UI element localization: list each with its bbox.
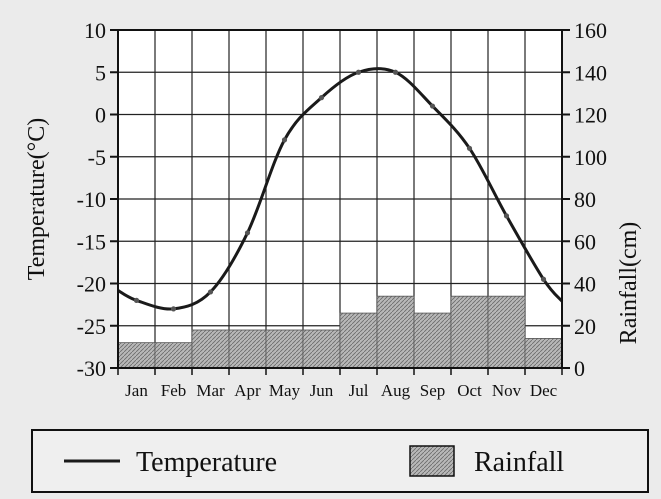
temperature-point-may: [281, 137, 288, 143]
temperature-point-jun: [318, 95, 325, 101]
left-tick-label: -5: [88, 145, 106, 170]
right-tick-label: 0: [574, 356, 585, 381]
left-tick-label: -15: [77, 229, 106, 254]
left-tick-label: -20: [77, 272, 106, 297]
legend-rainfall-label: Rainfall: [474, 447, 564, 478]
legend-box: [31, 429, 649, 493]
rainfall-bar-aug: [376, 295, 415, 369]
left-tick-label: -30: [77, 356, 106, 381]
x-tick-label: Jun: [310, 381, 334, 400]
rainfall-bar-nov: [487, 295, 526, 369]
temperature-point-sep: [429, 103, 436, 109]
right-tick-label: 80: [574, 187, 596, 212]
temperature-point-jul: [355, 69, 362, 75]
right-tick-label: 40: [574, 272, 596, 297]
x-tick-label: Sep: [420, 381, 446, 400]
temperature-point-nov: [503, 213, 510, 219]
left-tick-label: -10: [77, 187, 106, 212]
x-tick-label: Feb: [161, 381, 187, 400]
right-tick-label: 140: [574, 60, 607, 85]
temperature-point-feb: [170, 306, 177, 312]
right-axis-ticks: 160 140 120 100 80 60 40 20 0: [562, 18, 607, 381]
x-tick-label: May: [269, 381, 301, 400]
legend: Temperature Rainfall: [31, 429, 649, 493]
legend-rainfall-swatch: [409, 445, 455, 477]
left-axis-ticks: 10 5 0 -5 -10 -15 -20 -25 -30: [77, 18, 118, 381]
right-tick-label: 100: [574, 145, 607, 170]
right-tick-label: 120: [574, 103, 607, 128]
temperature-points: [133, 69, 547, 312]
x-tick-label: Nov: [492, 381, 522, 400]
x-tick-label: Apr: [234, 381, 261, 400]
x-tick-label: Aug: [381, 381, 411, 400]
rainfall-bar-mar: [191, 329, 230, 369]
rainfall-bar-feb: [154, 342, 193, 369]
left-tick-label: 5: [95, 60, 106, 85]
x-axis-ticks: Jan Feb Mar Apr May Jun Jul Aug Sep Oct Nov Dec: [117, 368, 563, 400]
left-tick-label: 0: [95, 103, 106, 128]
temperature-line: [117, 67, 564, 311]
x-tick-label: Jan: [125, 381, 148, 400]
left-tick-label: 10: [84, 18, 106, 43]
temperature-point-aug: [392, 69, 399, 75]
rainfall-bar-may: [265, 329, 304, 369]
right-tick-label: 60: [574, 229, 596, 254]
rainfall-bar-sep: [413, 312, 452, 369]
temperature-point-apr: [244, 230, 251, 236]
rainfall-bar-jan: [117, 342, 156, 369]
x-tick-label: Dec: [530, 381, 558, 400]
rainfall-bars: [117, 295, 563, 369]
rainfall-bar-oct: [450, 295, 489, 369]
temperature-point-dec: [540, 276, 547, 282]
rainfall-bar-dec: [524, 338, 563, 369]
temperature-point-jan: [133, 297, 140, 303]
temperature-point-oct: [466, 145, 473, 151]
x-tick-label: Mar: [196, 381, 225, 400]
right-tick-label: 20: [574, 314, 596, 339]
x-tick-label: Jul: [349, 381, 369, 400]
left-tick-label: -25: [77, 314, 106, 339]
legend-temperature-label: Temperature: [136, 447, 277, 478]
left-axis-title: Temperature(°C): [24, 118, 50, 281]
rainfall-bar-apr: [228, 329, 267, 369]
x-tick-label: Oct: [457, 381, 482, 400]
rainfall-bar-jul: [339, 312, 378, 369]
temperature-point-mar: [207, 289, 214, 295]
rainfall-bar-jun: [302, 329, 341, 369]
right-axis-title: Rainfall(cm): [616, 222, 642, 345]
right-tick-label: 160: [574, 18, 607, 43]
